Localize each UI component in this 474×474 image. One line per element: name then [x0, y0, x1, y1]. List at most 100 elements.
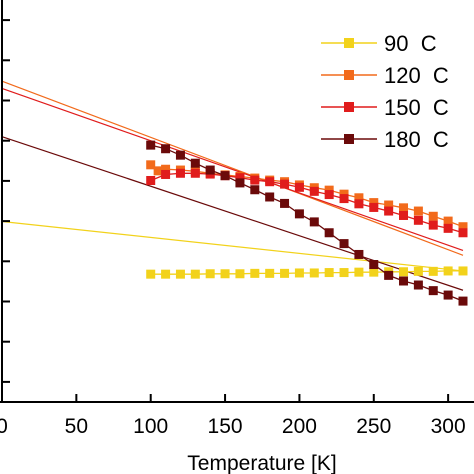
fit-line-0 [1, 220, 464, 272]
point-s0-21 [458, 266, 468, 276]
point-s1-19 [413, 206, 423, 216]
legend: 90 C 120 C 150 C 180 C [321, 31, 449, 152]
axes: 0 50 100 150 200 250 300 [0, 0, 474, 438]
point-s3-15 [369, 260, 379, 270]
point-s0-7 [250, 268, 260, 278]
legend-marker-0 [344, 38, 354, 48]
point-s0-6 [235, 269, 245, 279]
point-s1-18 [399, 203, 409, 213]
point-s3-13 [339, 239, 349, 249]
point-s3-20 [443, 290, 453, 300]
point-s0-9 [280, 268, 290, 278]
point-s0-19 [428, 266, 438, 276]
point-s1-1 [153, 166, 163, 176]
point-s2-20 [443, 223, 453, 233]
point-s0-0 [146, 269, 156, 279]
point-s2-12 [324, 190, 334, 200]
legend-label-1: 120 C [384, 63, 449, 88]
x-tick-label-50: 50 [65, 415, 88, 438]
point-s3-4 [205, 165, 215, 175]
point-s2-1 [161, 169, 171, 179]
point-s0-8 [265, 268, 275, 278]
point-s0-11 [309, 268, 319, 278]
point-s3-9 [280, 198, 290, 208]
point-s2-18 [413, 215, 423, 225]
point-s0-1 [161, 269, 171, 279]
point-s0-2 [175, 269, 185, 279]
fit-lines [1, 80, 464, 291]
point-s2-16 [384, 206, 394, 216]
point-s3-17 [399, 276, 409, 286]
point-s2-6 [235, 173, 245, 183]
point-s3-0 [146, 140, 156, 150]
point-s0-13 [339, 268, 349, 278]
point-s3-1 [161, 144, 171, 154]
point-s0-12 [324, 268, 334, 278]
point-s3-5 [220, 171, 230, 181]
x-axis-title: Temperature [K] [187, 452, 336, 474]
point-s3-21 [458, 296, 468, 306]
point-s0-18 [413, 266, 423, 276]
x-tick-label-150: 150 [208, 415, 243, 438]
point-s2-17 [399, 210, 409, 220]
series-line-2 [150, 172, 464, 234]
x-tick-label-300: 300 [431, 415, 466, 438]
point-s3-7 [250, 185, 260, 195]
legend-marker-3 [344, 134, 354, 144]
point-s0-4 [205, 269, 215, 279]
point-s3-12 [324, 228, 334, 238]
legend-marker-1 [344, 70, 354, 80]
point-s2-11 [309, 186, 319, 196]
point-s1-0 [146, 160, 156, 170]
fit-line-2 [1, 87, 464, 252]
point-s1-17 [384, 200, 394, 210]
legend-label-0: 90 C [384, 31, 437, 56]
legend-label-3: 180 C [384, 127, 449, 152]
point-s3-14 [354, 249, 364, 259]
point-s2-2 [175, 168, 185, 178]
point-s2-3 [190, 168, 200, 178]
point-s2-10 [294, 182, 304, 192]
point-s3-2 [175, 150, 185, 160]
x-tick-label-250: 250 [356, 415, 391, 438]
point-s0-14 [354, 267, 364, 277]
point-s2-19 [428, 220, 438, 230]
point-s3-11 [309, 217, 319, 227]
legend-label-2: 150 C [384, 95, 449, 120]
point-s2-0 [146, 175, 156, 185]
legend-marker-2 [344, 102, 354, 112]
point-s2-13 [339, 194, 349, 204]
point-s3-8 [265, 192, 275, 202]
point-s3-6 [235, 178, 245, 188]
point-s1-2 [161, 164, 171, 174]
point-s3-19 [428, 286, 438, 296]
point-s2-15 [369, 202, 379, 212]
point-s2-21 [458, 228, 468, 238]
point-s1-21 [443, 216, 453, 226]
fit-line-1 [1, 80, 464, 256]
point-s0-3 [190, 269, 200, 279]
point-s1-15 [354, 193, 364, 203]
series-line-0 [150, 270, 463, 275]
point-s3-18 [413, 280, 423, 290]
x-tick-label-100: 100 [133, 415, 168, 438]
series-3 [146, 140, 468, 306]
point-s2-8 [265, 177, 275, 187]
x-tick-label-0: 0 [0, 415, 8, 438]
point-s1-22 [458, 222, 468, 232]
point-s0-20 [443, 266, 453, 276]
point-s0-15 [369, 267, 379, 277]
point-s0-10 [294, 268, 304, 278]
series-line-3 [150, 144, 464, 302]
point-s0-17 [399, 267, 409, 277]
point-s2-14 [354, 199, 364, 209]
point-s3-10 [294, 209, 304, 219]
point-s3-3 [190, 158, 200, 168]
point-s2-9 [280, 179, 290, 189]
point-s1-16 [369, 198, 379, 208]
point-s3-16 [384, 270, 394, 280]
point-s2-7 [250, 175, 260, 185]
point-s1-20 [428, 211, 438, 221]
